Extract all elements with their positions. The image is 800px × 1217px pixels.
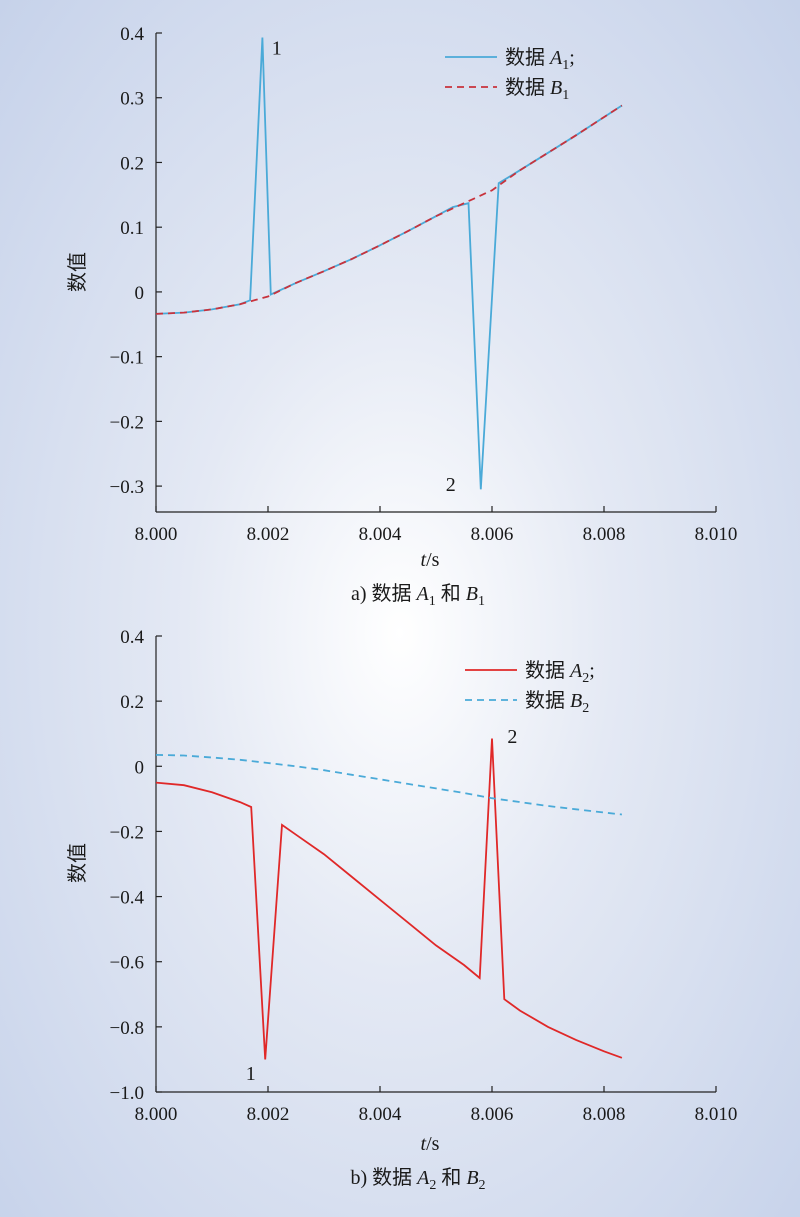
y-tick-label: 0 [135, 283, 145, 304]
y-tick-label: 0.1 [120, 218, 144, 239]
x-tick-label: 8.008 [583, 524, 626, 545]
legend-entry: 数据 A2; [525, 659, 595, 686]
series-line-A [155, 738, 623, 1060]
x-tick-label: 8.006 [471, 1104, 514, 1125]
y-tick-label: 0 [135, 757, 145, 778]
x-tick-label: 8.010 [695, 524, 738, 545]
y-tick-label: 0.3 [120, 89, 144, 110]
y-tick-label: −0.2 [110, 412, 144, 433]
y-tick-label: −0.3 [110, 477, 144, 498]
legend-entry: 数据 B2 [525, 689, 589, 716]
x-tick-label: 8.000 [135, 524, 178, 545]
x-tick-label: 8.006 [471, 524, 514, 545]
y-tick-label: 0.4 [120, 24, 144, 45]
x-tick-label: 8.008 [583, 1104, 626, 1125]
legend-entry: 数据 B1 [505, 76, 569, 103]
panel-caption: b) 数据 A2 和 B2 [350, 1166, 485, 1193]
annotation-label: 1 [272, 38, 282, 60]
y-tick-label: −0.4 [110, 888, 145, 909]
legend-entry: 数据 A1; [505, 46, 575, 73]
panel-caption: a) 数据 A1 和 B1 [351, 582, 485, 609]
annotation-label: 2 [446, 474, 456, 496]
series-line-B [155, 104, 623, 315]
series-line-B [155, 754, 622, 816]
x-tick-label: 8.002 [247, 1104, 290, 1125]
y-tick-label: −0.8 [110, 1018, 144, 1039]
y-tick-label: 0.2 [120, 153, 144, 174]
annotation-label: 2 [507, 726, 517, 748]
x-tick-label: 8.000 [135, 1104, 178, 1125]
x-tick-label: 8.010 [695, 1104, 738, 1125]
y-tick-label: 0.4 [120, 627, 144, 648]
y-tick-label: −0.1 [110, 348, 144, 369]
x-tick-label: 8.002 [247, 524, 290, 545]
series-line-A [155, 37, 623, 490]
x-axis-label: t/s [421, 1133, 440, 1155]
x-axis-label: t/s [421, 549, 440, 571]
x-tick-label: 8.004 [359, 524, 402, 545]
y-tick-label: 0.2 [120, 692, 144, 713]
y-axis-label: 数值 [66, 843, 89, 883]
annotation-label: 1 [246, 1063, 256, 1085]
y-tick-label: −0.6 [110, 953, 144, 974]
chart-panel-a: 8.000 8.002 8.004 8.006 8.008 8.010 0.4 0.3 0.2 0… [66, 24, 737, 609]
y-tick-label: −0.2 [110, 822, 144, 843]
y-tick-label: −1.0 [110, 1083, 144, 1104]
x-tick-label: 8.004 [359, 1104, 402, 1125]
chart-panel-b: 8.000 8.002 8.004 8.006 8.008 8.010 0.4 0.2 0 −0.… [66, 627, 737, 1193]
y-axis-label: 数值 [66, 252, 89, 292]
